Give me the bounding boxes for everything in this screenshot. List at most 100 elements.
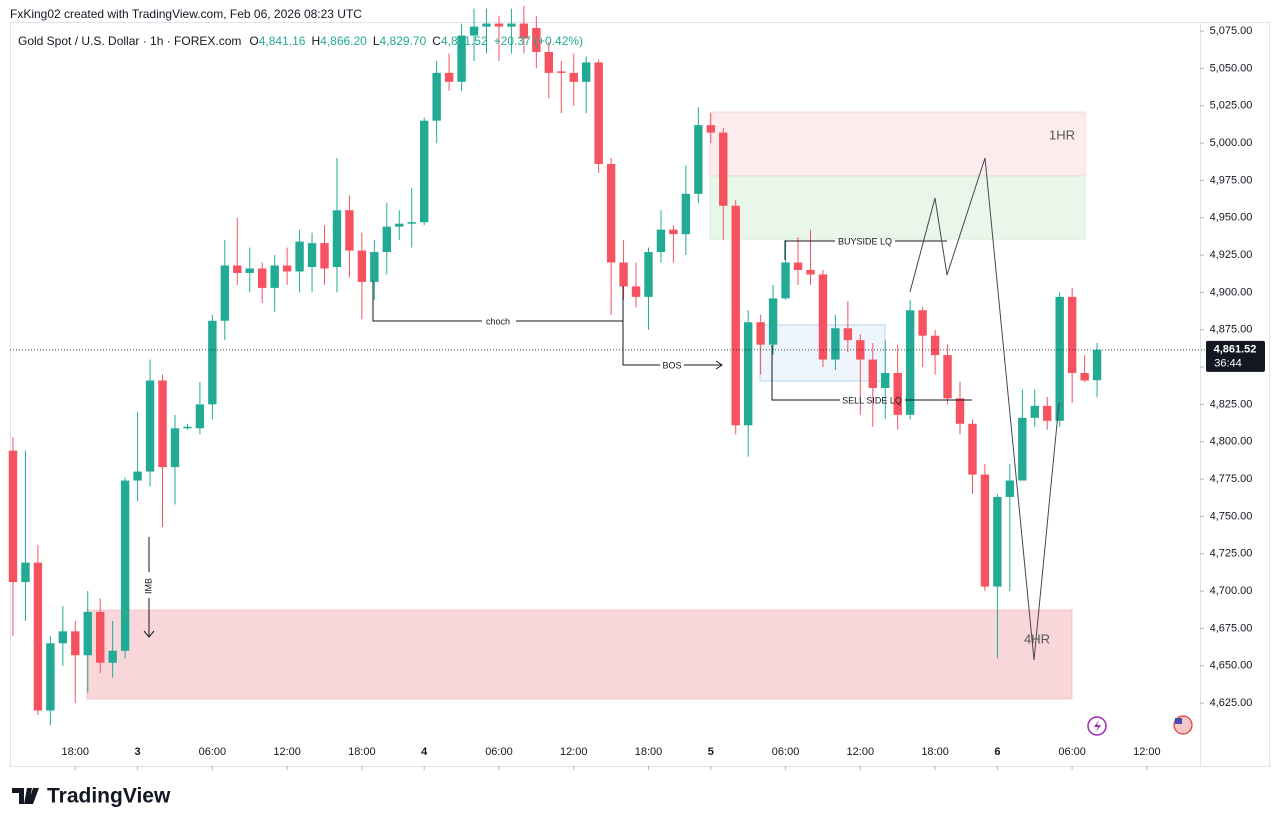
candle-body	[282, 265, 292, 272]
y-tick-label: 5,000.00	[1210, 137, 1253, 149]
symbol-line: Gold Spot / U.S. Dollar · 1h · FOREX.com…	[18, 34, 583, 48]
candle-body	[108, 650, 117, 663]
candle-body	[33, 562, 43, 711]
x-tick-label: 06:00	[772, 746, 800, 758]
countdown-label: 36:44	[1214, 358, 1242, 370]
bos-arrowhead	[715, 360, 723, 370]
candle-body	[681, 193, 691, 235]
ohlc-value: 4,861.52	[441, 34, 488, 48]
candle-body	[507, 23, 516, 27]
candle-body	[83, 611, 92, 656]
candle-body	[183, 426, 192, 429]
candle-body	[831, 328, 840, 360]
candle-body	[357, 250, 367, 282]
candle-body	[133, 471, 142, 481]
candle-body	[619, 262, 628, 287]
candle-body	[1030, 405, 1039, 418]
x-tick-label: 06:00	[199, 746, 227, 758]
candle-body	[768, 298, 778, 345]
x-tick-label: 3	[135, 746, 141, 758]
last-price-label: 4,861.52	[1214, 344, 1257, 356]
candle-body	[469, 26, 479, 36]
x-tick-label: 12:00	[1133, 746, 1161, 758]
candle-body	[631, 286, 641, 297]
zone-label: 1HR	[1049, 127, 1075, 142]
x-tick-label: 18:00	[348, 746, 376, 758]
candle-body	[220, 265, 230, 321]
candle-body	[370, 252, 379, 282]
candle-body	[930, 335, 940, 356]
candle-body	[843, 328, 853, 341]
candle-body	[482, 23, 491, 27]
candle-body	[706, 125, 715, 133]
candle-body	[656, 229, 666, 253]
candle-body	[943, 355, 952, 399]
candle-body	[407, 222, 416, 224]
candle-body	[544, 51, 554, 73]
logo: TradingView	[12, 785, 171, 808]
candle-body	[968, 423, 977, 475]
candle-body	[71, 631, 80, 656]
y-tick-label: 5,025.00	[1210, 100, 1253, 112]
candle-body	[993, 496, 1002, 587]
sellside-line	[771, 345, 840, 401]
x-tick-label: 12:00	[560, 746, 588, 758]
brand: TradingView	[47, 785, 171, 808]
candle-body	[432, 72, 441, 121]
x-tick-label: 5	[708, 746, 714, 758]
zone-1hr-red	[709, 111, 1086, 177]
candle-body	[569, 72, 578, 82]
candle-body	[1005, 480, 1015, 497]
candle-body	[158, 380, 167, 468]
ohlc-key: H	[311, 34, 320, 48]
candle-body	[793, 262, 803, 270]
y-tick-label: 4,975.00	[1210, 174, 1253, 186]
y-tick-label: 4,650.00	[1210, 660, 1253, 672]
candle-body	[719, 132, 728, 206]
candle-body	[345, 210, 354, 251]
candle-body	[980, 474, 990, 587]
y-tick-label: 4,700.00	[1210, 585, 1253, 597]
symbol: Gold Spot / U.S. Dollar · 1h · FOREX.com	[18, 34, 241, 48]
zone-label: 4HR	[1024, 631, 1050, 646]
choch-line	[372, 281, 482, 322]
candle-body	[320, 243, 329, 269]
candle-body	[8, 450, 18, 583]
ohlc-value: 4,829.70	[380, 34, 427, 48]
logo-mark	[12, 788, 39, 804]
x-tick-label: 18:00	[921, 746, 949, 758]
candle-body	[195, 404, 205, 429]
candle-body	[145, 380, 155, 472]
icon-lightning-bolt	[1094, 720, 1101, 732]
candle-body	[444, 72, 454, 82]
candle-body	[46, 643, 55, 711]
candle-body	[208, 320, 217, 405]
candle-body	[557, 71, 566, 73]
y-tick-label: 4,875.00	[1210, 324, 1253, 336]
candle-body	[120, 480, 130, 651]
candle-body	[494, 23, 504, 27]
icon-lightning[interactable]	[1087, 716, 1107, 736]
projection-path	[909, 157, 1060, 661]
change: +20.37 (+0.42%)	[494, 34, 583, 48]
candle-body	[694, 125, 703, 194]
ohlc-key: L	[373, 34, 380, 48]
candle-body	[307, 243, 317, 267]
candle-body	[743, 322, 753, 426]
y-tick-label: 4,950.00	[1210, 212, 1253, 224]
imb-arrowhead	[143, 630, 155, 638]
candle-body	[419, 120, 429, 223]
y-tick-label: 4,625.00	[1210, 697, 1253, 709]
annotation: BOS	[662, 360, 681, 370]
candle-body	[382, 226, 392, 253]
candle-body	[395, 223, 404, 227]
annotation: IMB	[143, 578, 153, 594]
candle-body	[96, 611, 105, 663]
candle-body	[1080, 373, 1089, 381]
candle-body	[781, 262, 790, 299]
y-tick-label: 4,675.00	[1210, 622, 1253, 634]
ohlc-value: 4,866.20	[320, 34, 367, 48]
annotation: choch	[486, 316, 510, 326]
candle-body	[881, 373, 890, 388]
